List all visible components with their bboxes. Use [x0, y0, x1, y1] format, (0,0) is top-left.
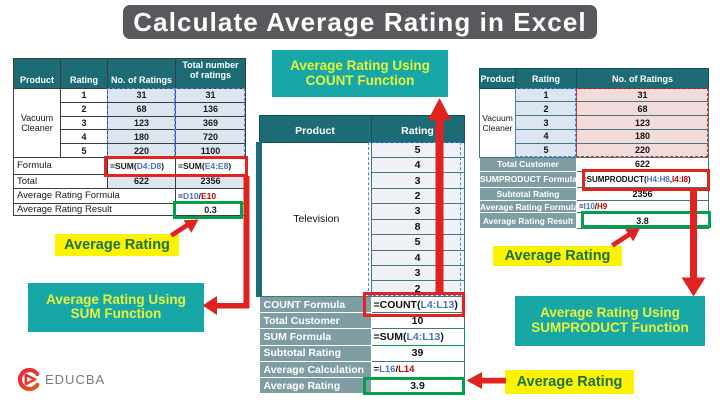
- svg-text:EDUCBA: EDUCBA: [45, 372, 105, 387]
